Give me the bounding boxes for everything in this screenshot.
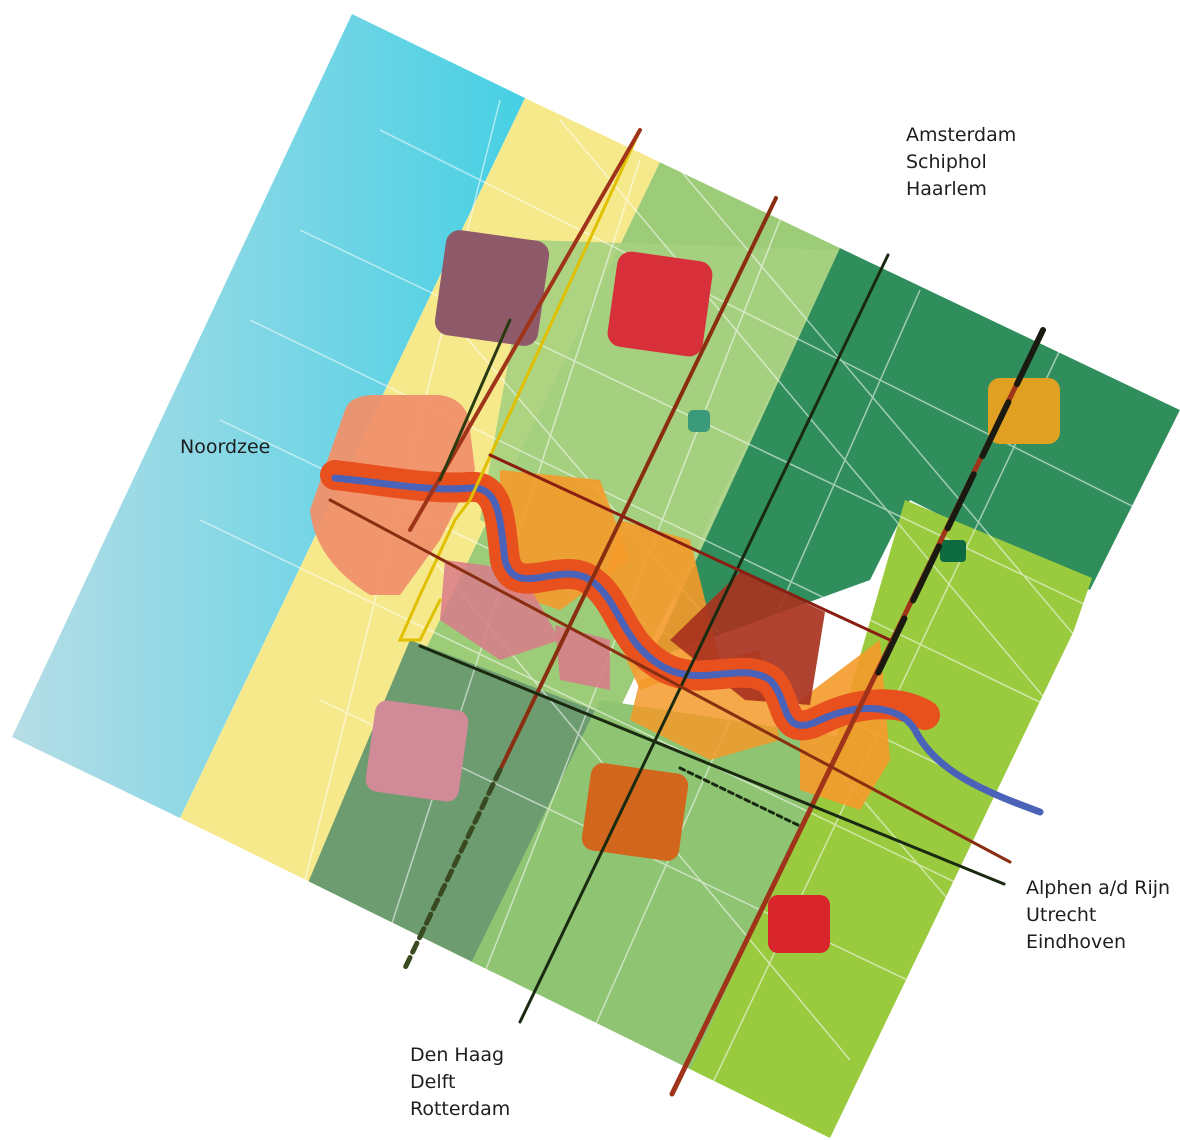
destination-label-south: Den Haag Delft Rotterdam [410, 1042, 510, 1123]
road-line-east [418, 644, 1006, 886]
green-zone-dark [650, 248, 1180, 660]
urban-block [988, 378, 1060, 444]
destination-name: Schiphol [906, 151, 987, 173]
rail-line [498, 196, 778, 772]
destination-name: Haarlem [906, 178, 987, 200]
destination-label-north: Amsterdam Schiphol Haarlem [906, 122, 1016, 203]
river [331, 474, 1044, 816]
road-line [438, 318, 512, 482]
infrastructure-lines [328, 128, 1046, 1097]
urban-block [365, 700, 469, 802]
urban-block [688, 410, 710, 432]
rail-line-east [328, 498, 1012, 864]
rail-line-dashed [402, 767, 503, 971]
destination-name: Eindhoven [1026, 931, 1127, 953]
urban-block [434, 230, 550, 346]
urban-block [768, 895, 830, 953]
destination-label-east: Alphen a/d Rijn Utrecht Eindhoven [1026, 875, 1170, 956]
destination-name: Delft [410, 1071, 456, 1093]
road-line-east [488, 453, 892, 642]
sea-label-text: Noordzee [180, 436, 271, 458]
sea-area [12, 14, 525, 818]
destination-name: Utrecht [1026, 904, 1097, 926]
destination-name: Amsterdam [906, 124, 1017, 146]
destination-name: Alphen a/d Rijn [1026, 877, 1171, 899]
rail-line-dark [867, 327, 1046, 693]
yellow-route [397, 128, 642, 642]
road-line [518, 253, 890, 1024]
road-line-dashed [678, 766, 802, 828]
urban-block [607, 251, 713, 357]
urban-block [940, 540, 966, 562]
urban-block [581, 763, 689, 861]
sea-label: Noordzee [180, 434, 270, 461]
destination-name: Rotterdam [410, 1098, 511, 1120]
destination-name: Den Haag [410, 1044, 505, 1066]
urban-zone-dark [670, 572, 825, 705]
green-zone-bright [690, 500, 1092, 1138]
urban-zone-pink [440, 560, 560, 660]
